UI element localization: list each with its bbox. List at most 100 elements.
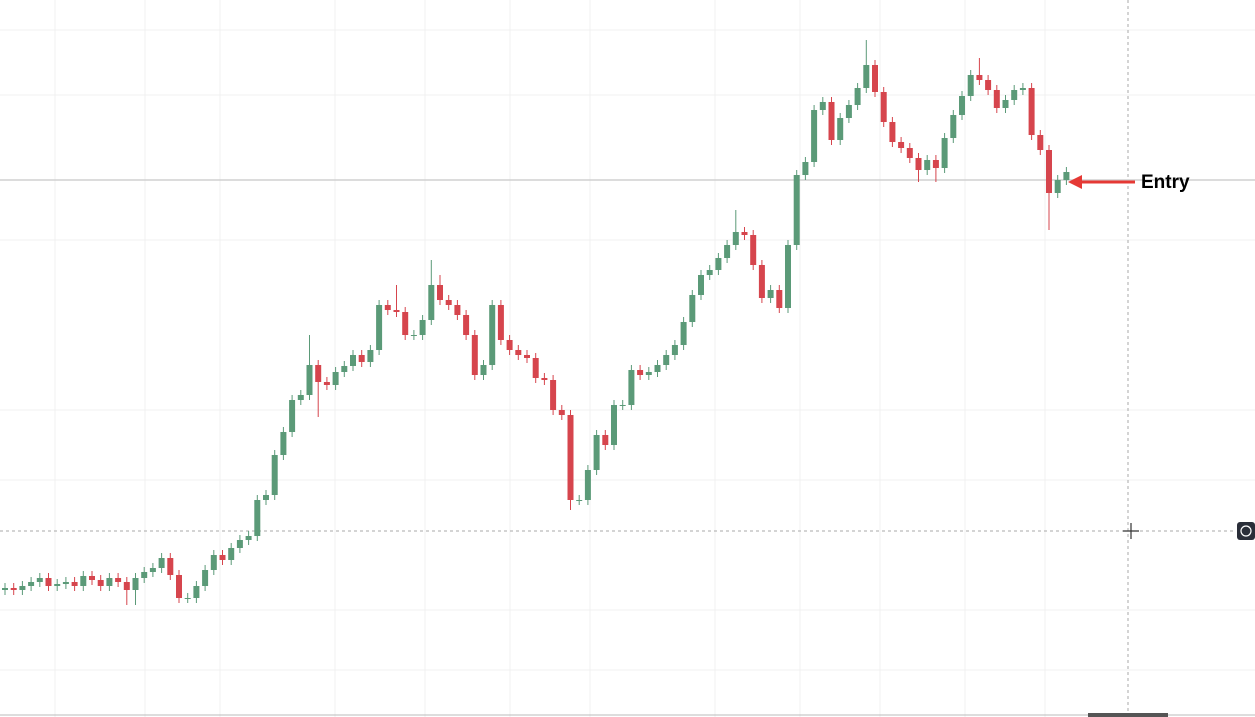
candle-body <box>10 588 17 590</box>
candle-body <box>680 322 687 345</box>
annotation-text: Entry <box>1141 172 1190 193</box>
candle-body <box>428 285 435 320</box>
candle-body <box>1037 135 1044 150</box>
candle-body <box>2 588 8 590</box>
candle-body <box>236 540 243 548</box>
candle-body <box>367 350 374 362</box>
candle-body <box>584 470 591 500</box>
candle-body <box>123 582 130 590</box>
candle-body <box>550 380 557 410</box>
candle-body <box>254 500 261 536</box>
candle-body <box>932 160 939 168</box>
candle-body <box>289 400 296 432</box>
candle-body <box>437 285 443 300</box>
candle-body <box>454 305 461 315</box>
candle-body <box>28 582 35 586</box>
candle-body <box>80 576 87 586</box>
candle-body <box>628 370 635 405</box>
candle-body <box>1054 180 1061 193</box>
candle-body <box>724 245 731 258</box>
candle-body <box>315 365 322 382</box>
candle-body <box>71 582 78 586</box>
candle-body <box>1019 88 1026 90</box>
candle-body <box>350 355 356 366</box>
candle-body <box>306 365 313 395</box>
candle-body <box>219 555 226 560</box>
candle-body <box>158 558 165 568</box>
candle-body <box>54 584 61 586</box>
candle-body <box>671 345 678 355</box>
candle-body <box>402 312 409 335</box>
candle-body <box>785 245 791 308</box>
candle-body <box>297 395 304 400</box>
candle-body <box>62 582 69 584</box>
candle-body <box>19 586 26 590</box>
candle-body <box>706 270 713 275</box>
candle-body <box>906 148 913 158</box>
candle-body <box>793 175 800 245</box>
candle-body <box>1011 90 1018 100</box>
candle-body <box>341 366 348 372</box>
candle-body <box>271 455 278 495</box>
candle-body <box>141 572 148 578</box>
candle-body <box>802 162 809 175</box>
candle-body <box>645 372 652 375</box>
candle-body <box>689 295 696 322</box>
candle-body <box>663 355 670 365</box>
candle-body <box>497 305 504 340</box>
candle-body <box>767 290 774 298</box>
candle-body <box>245 536 252 540</box>
candle-body <box>567 415 574 500</box>
candle-body <box>280 432 287 455</box>
candle-body <box>602 435 609 445</box>
candle-body <box>323 382 330 385</box>
candle-body <box>410 335 417 336</box>
candle-body <box>176 575 182 598</box>
annotation-arrowhead <box>1068 175 1082 189</box>
candle-body <box>698 275 704 295</box>
candle-body <box>845 105 852 118</box>
candle-body <box>558 410 565 415</box>
candle-body <box>950 115 957 138</box>
candle-body <box>193 586 200 598</box>
candle-body <box>993 90 1000 108</box>
candle-body <box>202 570 209 586</box>
candle-body <box>1002 100 1009 108</box>
candle-body <box>750 235 757 265</box>
candle-body <box>184 598 191 599</box>
candle-body <box>36 578 43 582</box>
candle-body <box>732 232 739 245</box>
crosshair-cursor <box>1123 523 1139 539</box>
candle-body <box>480 365 487 375</box>
candle-body <box>515 350 522 355</box>
candle-body <box>854 88 861 105</box>
candle-body <box>1046 150 1052 193</box>
candle-body <box>471 335 478 375</box>
candle-body <box>941 138 948 168</box>
candle-body <box>976 75 983 80</box>
candle-body <box>611 405 617 445</box>
candle-body <box>637 370 644 375</box>
candle-body <box>524 355 530 358</box>
candle-body <box>463 315 470 335</box>
candle-body <box>576 500 583 501</box>
candle-body <box>741 232 748 235</box>
candle-body <box>45 578 52 586</box>
candle-body <box>541 378 548 380</box>
candle-body <box>985 80 992 90</box>
candle-body <box>898 142 905 148</box>
candle-body <box>967 75 974 96</box>
candle-body <box>1063 172 1070 180</box>
candle-body <box>506 340 513 350</box>
candle-body <box>959 96 965 115</box>
candle-body <box>819 102 826 110</box>
candle-body <box>863 65 870 88</box>
scrollbar[interactable] <box>1088 713 1168 717</box>
crosshair-icon[interactable] <box>1237 522 1255 540</box>
candle-body <box>872 65 878 92</box>
candle-body <box>167 558 174 575</box>
candle-body <box>419 320 426 335</box>
candle-body <box>889 122 896 142</box>
